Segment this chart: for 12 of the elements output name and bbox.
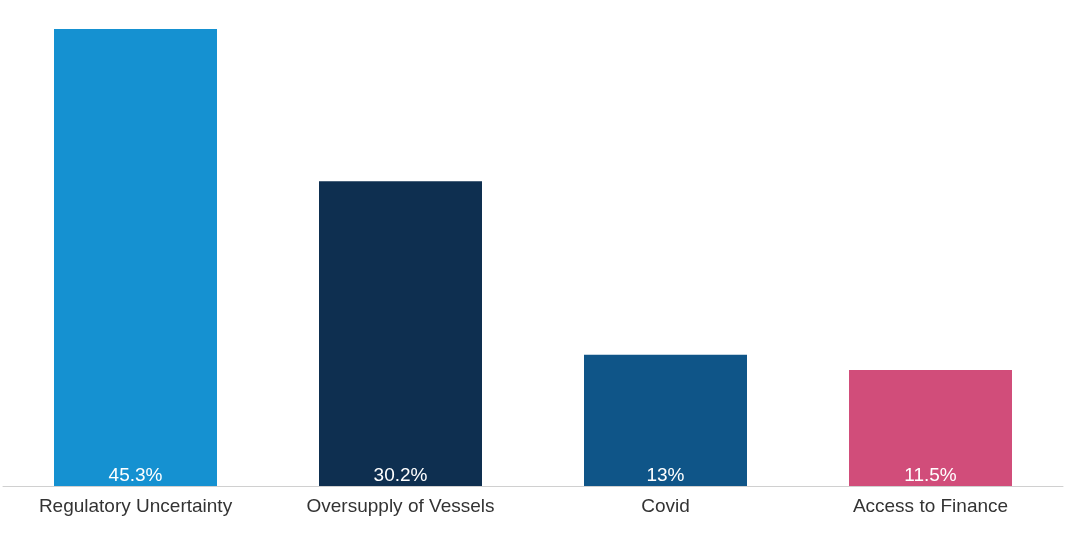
data-label: 11.5%	[904, 464, 957, 485]
bar	[849, 369, 1012, 486]
data-label: 13%	[646, 464, 685, 485]
data-label: 30.2%	[373, 464, 428, 485]
x-tick-label: Oversupply of Vessels	[306, 495, 495, 516]
x-tick-label: Regulatory Uncertainty	[38, 495, 233, 516]
bar	[319, 181, 482, 486]
data-label: 45.3%	[108, 464, 163, 485]
bar	[54, 29, 217, 486]
x-tick-label: Covid	[641, 495, 690, 516]
x-tick-label: Access to Finance	[852, 495, 1009, 516]
bar	[584, 354, 747, 486]
